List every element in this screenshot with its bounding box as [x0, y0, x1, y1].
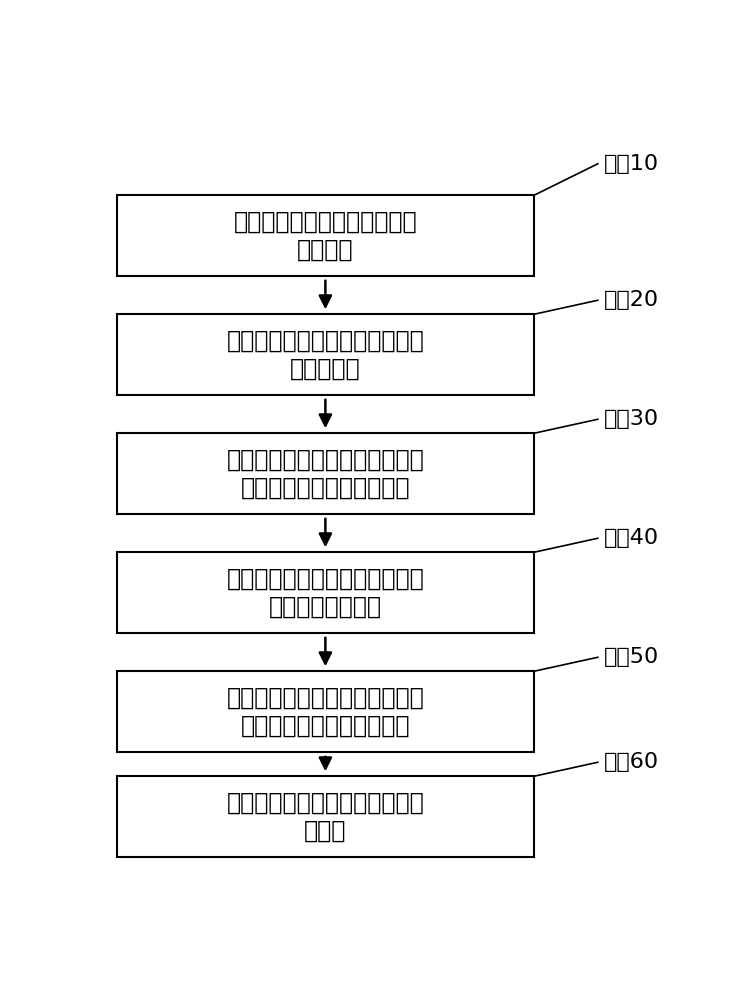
Text: 对正常态和故障态数据进行数据
二值化操作: 对正常态和故障态数据进行数据 二值化操作: [227, 329, 424, 380]
Text: 步骤40: 步骤40: [604, 528, 659, 548]
Bar: [117, 314, 534, 395]
Text: 步骤10: 步骤10: [604, 154, 659, 174]
Text: 将二值特征组集合逆向转换为基
于物理量的产生式规则集合: 将二值特征组集合逆向转换为基 于物理量的产生式规则集合: [227, 686, 424, 737]
Text: 根据产生式规则集合进行故障溯
源分析: 根据产生式规则集合进行故障溯 源分析: [227, 791, 424, 842]
Bar: [117, 433, 534, 514]
Text: 求解使得模型目标函数达到极值
的二值特征组集合: 求解使得模型目标函数达到极值 的二值特征组集合: [227, 567, 424, 618]
Text: 步骤20: 步骤20: [604, 290, 659, 310]
Text: 步骤50: 步骤50: [604, 647, 659, 667]
Text: 获取工业过程正常态和故障态
样本集合: 获取工业过程正常态和故障态 样本集合: [233, 210, 417, 261]
Bar: [117, 552, 534, 633]
Text: 步骤60: 步骤60: [604, 752, 659, 772]
Text: 构造用于区分正常态与故障态数
据的二值特征组合优化模型: 构造用于区分正常态与故障态数 据的二值特征组合优化模型: [227, 448, 424, 499]
Bar: [117, 671, 534, 752]
Bar: [117, 776, 534, 857]
Bar: [117, 195, 534, 276]
Text: 步骤30: 步骤30: [604, 409, 659, 429]
